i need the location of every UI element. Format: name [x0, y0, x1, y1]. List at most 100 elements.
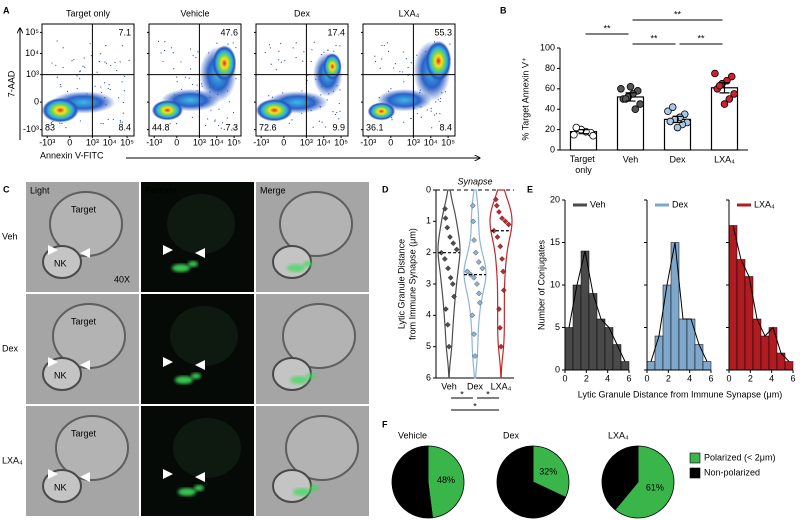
histogram-bar	[678, 318, 688, 371]
event-dot	[124, 75, 126, 77]
data-point	[442, 215, 449, 222]
histogram-bar	[596, 318, 606, 371]
event-dot	[98, 60, 101, 63]
y-tick-label: 0	[34, 97, 39, 107]
event-dot	[192, 55, 194, 57]
perforin-signal	[293, 488, 311, 496]
x-tick-label: 10⁵	[227, 137, 241, 147]
event-dot	[339, 45, 341, 47]
event-dot	[410, 117, 412, 120]
arrowhead	[163, 469, 173, 479]
data-point	[666, 117, 675, 126]
event-dot	[169, 123, 171, 125]
x-tick-label: 10³	[193, 137, 206, 147]
event-dot	[232, 111, 235, 114]
perforin-signal	[287, 264, 305, 272]
data-point	[500, 268, 507, 275]
event-dot	[405, 58, 408, 60]
y-tick-label: 2	[426, 247, 431, 257]
target-cell-faint	[170, 306, 238, 366]
event-dot	[189, 48, 192, 50]
perforin-signal	[290, 376, 308, 384]
significance-label: *	[473, 401, 477, 411]
event-dot	[374, 55, 376, 57]
event-dot	[175, 122, 178, 125]
nk-cell	[272, 469, 312, 503]
data-point	[636, 100, 644, 108]
event-dot	[162, 60, 164, 63]
x-tick-label: 0	[388, 137, 393, 147]
quadrant-value: 7.1	[118, 27, 131, 37]
frequency-line	[650, 242, 708, 362]
y-tick-label: 20	[545, 124, 555, 134]
event-dot	[438, 120, 440, 122]
data-point	[477, 299, 483, 306]
quadrant-value: 44.8	[152, 122, 170, 132]
y-axis-label: Lytic Granule Distance	[396, 239, 406, 329]
event-dot	[275, 69, 277, 71]
event-dot	[66, 90, 69, 92]
event-dot	[333, 50, 335, 52]
event-dot	[387, 50, 390, 53]
event-dot	[426, 109, 428, 111]
data-point	[469, 202, 476, 209]
x-tick-label: 2	[748, 373, 753, 383]
event-dot	[374, 60, 377, 63]
x-tick-label: 0	[281, 137, 286, 147]
cell-label: Target	[71, 428, 97, 438]
event-dot	[307, 74, 309, 77]
perforin-signal	[306, 373, 316, 379]
event-dot	[339, 89, 341, 91]
pie-slice	[391, 445, 433, 519]
event-dot	[102, 123, 104, 125]
cell-label: NK	[54, 258, 67, 268]
data-point	[451, 293, 457, 300]
event-dot	[164, 41, 166, 43]
perforin-signal	[172, 264, 190, 272]
histogram-bar	[736, 259, 746, 371]
cell-label: Target	[71, 204, 97, 214]
frequency-line	[568, 250, 626, 362]
legend-swatch	[689, 452, 701, 464]
histogram-bar	[654, 335, 664, 371]
data-point	[498, 343, 504, 350]
data-point	[496, 209, 502, 215]
event-dot	[313, 41, 315, 43]
panel-label: F	[382, 419, 388, 429]
event-dot	[220, 127, 222, 129]
event-dot	[176, 81, 178, 83]
arrowhead	[163, 357, 173, 367]
event-dot	[100, 86, 102, 88]
event-dot	[79, 78, 81, 80]
x-tick-label: Dex	[467, 381, 484, 391]
event-dot	[104, 82, 106, 84]
event-dot	[312, 126, 314, 128]
arrowhead	[48, 469, 58, 479]
legend-label: Non-polarized	[704, 467, 760, 477]
plot-title: Dex	[294, 8, 311, 18]
event-dot	[449, 43, 451, 45]
data-point	[447, 274, 454, 281]
cell-population	[151, 100, 184, 121]
x-tick-label: LXA₄	[714, 154, 735, 164]
y-tick-label: 5	[426, 341, 431, 351]
flow-density	[256, 41, 343, 128]
event-dot	[191, 116, 193, 119]
row-label: Veh	[2, 231, 18, 241]
histogram-bar	[564, 327, 574, 371]
y-tick-label: 10	[550, 279, 560, 289]
event-dot	[292, 47, 294, 49]
histogram-bar	[768, 327, 778, 371]
x-axis-label: Annexin V-FITC	[40, 150, 104, 160]
event-dot	[204, 124, 207, 127]
pie-slice	[614, 445, 675, 519]
event-dot	[116, 69, 118, 72]
event-dot	[173, 68, 175, 70]
histogram-bar	[694, 344, 704, 371]
event-dot	[59, 84, 62, 86]
y-tick-label: 60	[545, 83, 555, 93]
data-point	[570, 130, 578, 139]
perforin-signal	[188, 261, 198, 267]
event-dot	[84, 66, 86, 68]
event-dot	[196, 84, 198, 86]
